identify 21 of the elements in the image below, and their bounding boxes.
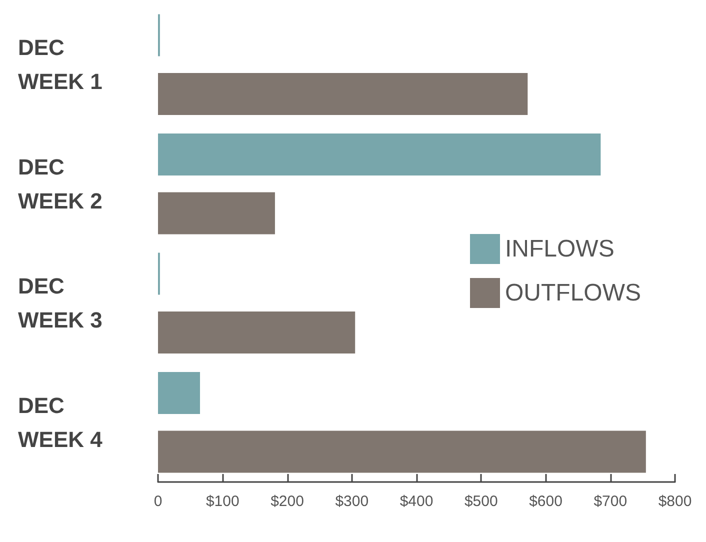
x-tick-label: $500 (464, 493, 498, 510)
y-tick-label: DEC WEEK 3 (18, 274, 102, 333)
x-tick-label: $100 (206, 493, 240, 510)
x-tick-label: $400 (400, 493, 434, 510)
bar (158, 312, 356, 354)
bar (158, 133, 601, 176)
bar (158, 73, 528, 116)
y-tick-label: DEC WEEK 2 (18, 154, 102, 214)
x-tick-label: $800 (658, 493, 692, 510)
bar (158, 430, 646, 473)
x-tick-label: 0 (154, 493, 162, 510)
x-tick-label: $600 (529, 493, 562, 510)
y-tick-label: DEC WEEK 1 (18, 35, 102, 94)
bar (158, 372, 200, 414)
legend-label: INFLOWS (505, 236, 614, 262)
x-tick-label: $700 (594, 493, 628, 510)
x-tick-label: $300 (335, 493, 369, 510)
y-tick-label: DEC WEEK 4 (18, 392, 104, 452)
bar (158, 192, 275, 234)
legend-label: OUTFLOWS (505, 280, 642, 306)
x-tick-label: $200 (270, 493, 304, 510)
